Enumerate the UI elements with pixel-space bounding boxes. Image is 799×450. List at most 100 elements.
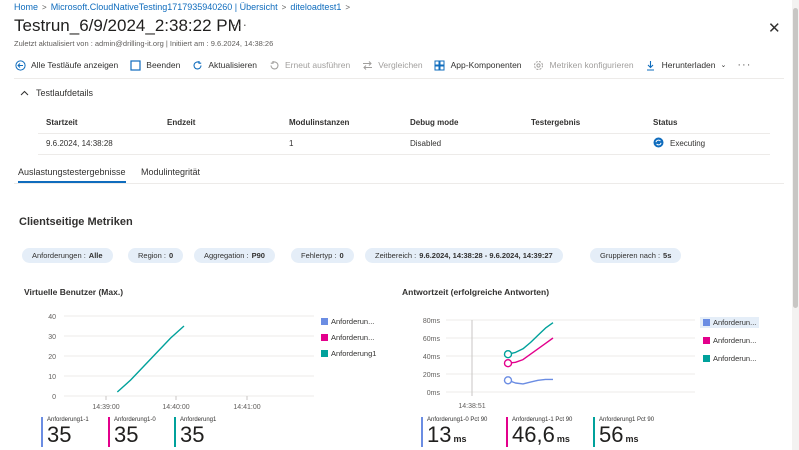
legend-item[interactable]: Anforderung1 <box>321 349 376 358</box>
series-line-1 <box>507 378 553 385</box>
chevron-right-icon: > <box>281 2 287 12</box>
breadcrumb-home[interactable]: Home <box>14 2 39 12</box>
metric-tile: Anforderung1-0 Pct 90 13 ms <box>421 417 487 450</box>
rerun-button[interactable]: Erneut ausführen <box>268 59 350 71</box>
legend-item[interactable]: Anforderun... <box>700 335 759 346</box>
legend-item[interactable]: Anforderun... <box>321 333 376 342</box>
tabs-divider <box>14 183 784 184</box>
metric-value: 35 <box>114 422 139 447</box>
refresh-label: Aktualisieren <box>208 60 257 70</box>
refresh-button[interactable]: Aktualisieren <box>191 59 257 71</box>
filter-time-range-value: 9.6.2024, 14:38:28 - 9.6.2024, 14:39:27 <box>419 251 553 260</box>
filter-time-range[interactable]: Zeitbereich :9.6.2024, 14:38:28 - 9.6.20… <box>365 248 563 263</box>
legend-swatch <box>321 334 328 341</box>
download-label: Herunterladen <box>661 60 716 70</box>
filter-region-value: 0 <box>168 251 174 260</box>
metric-color-bar <box>421 417 423 447</box>
legend-item[interactable]: Anforderun... <box>700 353 759 364</box>
client-metrics-title: Clientseitige Metriken <box>19 216 133 228</box>
filter-region-label: Region : <box>138 251 166 260</box>
response-time-chart-title: Antwortzeit (erfolgreiche Antworten) <box>402 287 550 297</box>
chevron-down-icon: ⌄ <box>720 62 727 69</box>
filter-group-by[interactable]: Gruppieren nach :5s <box>590 248 682 263</box>
legend-label: Anforderun... <box>331 317 375 326</box>
metric-unit: ms <box>556 434 570 444</box>
tab-load-test-results[interactable]: Auslastungstestergebnisse <box>18 167 126 177</box>
configure-metrics-button[interactable]: Metriken konfigurieren <box>533 59 634 71</box>
y-tick-label: 30 <box>48 334 56 341</box>
y-tick-label: 80ms <box>423 318 441 325</box>
y-tick-label: 60ms <box>423 336 441 343</box>
executing-icon <box>653 137 664 150</box>
metric-value: 35 <box>47 422 72 447</box>
metric-color-bar <box>108 417 110 447</box>
series-point-3 <box>503 350 513 359</box>
legend-item[interactable]: Anforderun... <box>700 317 760 328</box>
legend-item[interactable]: Anforderun... <box>321 317 376 326</box>
filter-aggregation[interactable]: Aggregation : P90 <box>194 248 275 263</box>
metric-tile: Anforderung1-1 35 <box>41 417 89 447</box>
details-header-divider <box>38 133 770 134</box>
app-components-icon <box>434 59 446 71</box>
metric-value: 35 <box>180 422 205 447</box>
filter-requests[interactable]: Anforderungen : Alle <box>22 248 113 263</box>
metric-color-bar <box>506 417 508 447</box>
filter-group-by-label: Gruppieren nach : <box>600 251 661 260</box>
toolbar-divider <box>14 78 784 79</box>
response-time-legend: Anforderun... Anforderun... Anforderun..… <box>700 317 760 364</box>
details-title: Testlaufdetails <box>36 88 94 98</box>
status-text: Executing <box>670 139 706 148</box>
download-button[interactable]: Herunterladen ⌄ <box>645 59 727 71</box>
y-tick-label: 0ms <box>427 390 441 397</box>
breadcrumb-overview[interactable]: Microsoft.CloudNativeTesting171793594026… <box>50 2 278 12</box>
stop-square-icon <box>129 59 141 71</box>
y-tick-label: 20 <box>48 354 56 361</box>
filter-aggregation-label: Aggregation : <box>204 251 249 260</box>
scrollbar-thumb[interactable] <box>793 8 798 308</box>
cell-start: 9.6.2024, 14:38:28 <box>46 139 113 148</box>
metric-value-row: 56 ms <box>599 424 654 450</box>
details-section-toggle[interactable]: Testlaufdetails <box>20 88 93 98</box>
metric-tile: Anforderung1-0 35 <box>108 417 156 447</box>
tab-engine-health[interactable]: Modulintegrität <box>141 167 201 177</box>
chevron-right-icon: > <box>345 2 351 12</box>
filter-time-range-label: Zeitbereich : <box>375 251 417 260</box>
metric-value: 46,6 <box>512 422 555 447</box>
legend-label: Anforderun... <box>713 354 757 363</box>
metric-unit: ms <box>453 434 467 444</box>
details-row-divider <box>38 154 770 155</box>
refresh-icon <box>191 59 203 71</box>
configure-metrics-label: Metriken konfigurieren <box>549 60 634 70</box>
col-header-start: Startzeit <box>46 118 78 127</box>
y-tick-label: 20ms <box>423 372 441 379</box>
command-bar: Alle Testläufe anzeigen Beenden Aktualis… <box>14 57 751 73</box>
series-line-2 <box>507 337 554 364</box>
filter-region[interactable]: Region :0 <box>128 248 184 263</box>
stop-label: Beenden <box>146 60 181 70</box>
series-point-2 <box>503 359 513 368</box>
metric-label: Anforderung1-1 <box>47 417 89 423</box>
col-header-debug: Debug mode <box>410 118 459 127</box>
compare-button[interactable]: Vergleichen <box>361 59 423 71</box>
more-options-icon[interactable]: ··· <box>232 17 248 32</box>
col-header-end: Endzeit <box>167 118 196 127</box>
rerun-label: Erneut ausführen <box>285 60 351 70</box>
view-all-runs-button[interactable]: Alle Testläufe anzeigen <box>14 59 118 71</box>
response-time-chart: 80ms 60ms 40ms 20ms 0ms 14:38:51 <box>423 318 695 410</box>
app-components-label: App-Komponenten <box>450 60 522 70</box>
virtual-users-chart-title: Virtuelle Benutzer (Max.) <box>24 287 124 297</box>
more-commands-icon[interactable]: ··· <box>737 59 752 71</box>
app-components-button[interactable]: App-Komponenten <box>434 59 522 71</box>
col-header-status: Status <box>653 118 678 127</box>
stop-button[interactable]: Beenden <box>129 59 180 71</box>
breadcrumb-loadtest[interactable]: diteloadtest1 <box>290 2 342 12</box>
metric-label: Anforderung1-1 Pct 90 <box>512 417 573 423</box>
active-tab-indicator <box>18 181 126 183</box>
metric-color-bar <box>41 417 43 447</box>
x-tick-label: 14:41:00 <box>233 404 260 411</box>
close-icon[interactable]: ✕ <box>768 20 781 37</box>
gear-icon <box>533 59 545 71</box>
filter-error-type[interactable]: Fehlertyp :0 <box>291 248 354 263</box>
x-tick-label: 14:39:00 <box>92 404 119 411</box>
metric-tile: Anforderung1-1 Pct 90 46,6 ms <box>506 417 572 450</box>
